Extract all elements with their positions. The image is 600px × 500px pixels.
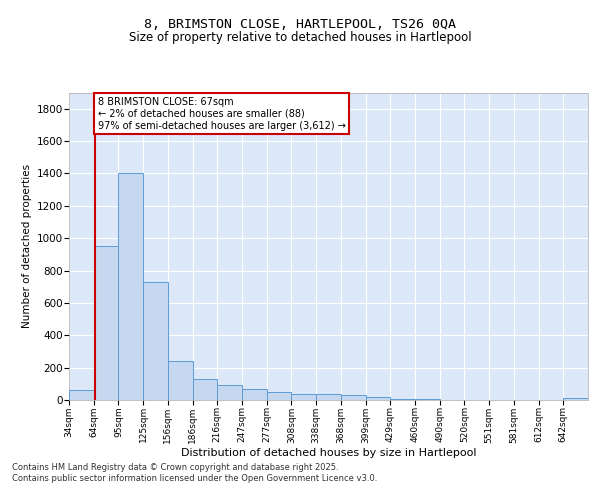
Bar bbox=[242, 390, 267, 400]
Bar bbox=[341, 395, 365, 400]
Text: Contains public sector information licensed under the Open Government Licence v3: Contains public sector information licen… bbox=[12, 474, 377, 483]
Text: Contains HM Land Registry data © Crown copyright and database right 2025.: Contains HM Land Registry data © Crown c… bbox=[12, 462, 338, 471]
Bar bbox=[267, 392, 292, 400]
Y-axis label: Number of detached properties: Number of detached properties bbox=[22, 164, 32, 328]
Bar bbox=[217, 386, 242, 400]
Bar bbox=[118, 174, 143, 400]
Bar bbox=[69, 390, 94, 400]
Bar bbox=[168, 361, 193, 400]
Bar bbox=[365, 397, 390, 400]
Bar bbox=[415, 399, 440, 400]
Text: 8, BRIMSTON CLOSE, HARTLEPOOL, TS26 0QA: 8, BRIMSTON CLOSE, HARTLEPOOL, TS26 0QA bbox=[144, 18, 456, 30]
Text: Size of property relative to detached houses in Hartlepool: Size of property relative to detached ho… bbox=[128, 31, 472, 44]
Bar bbox=[292, 394, 316, 400]
Bar bbox=[193, 379, 217, 400]
Bar bbox=[316, 394, 341, 400]
Bar bbox=[390, 398, 415, 400]
Bar bbox=[94, 246, 118, 400]
X-axis label: Distribution of detached houses by size in Hartlepool: Distribution of detached houses by size … bbox=[181, 448, 476, 458]
Text: 8 BRIMSTON CLOSE: 67sqm
← 2% of detached houses are smaller (88)
97% of semi-det: 8 BRIMSTON CLOSE: 67sqm ← 2% of detached… bbox=[98, 98, 346, 130]
Bar bbox=[563, 398, 588, 400]
Bar bbox=[143, 282, 168, 400]
